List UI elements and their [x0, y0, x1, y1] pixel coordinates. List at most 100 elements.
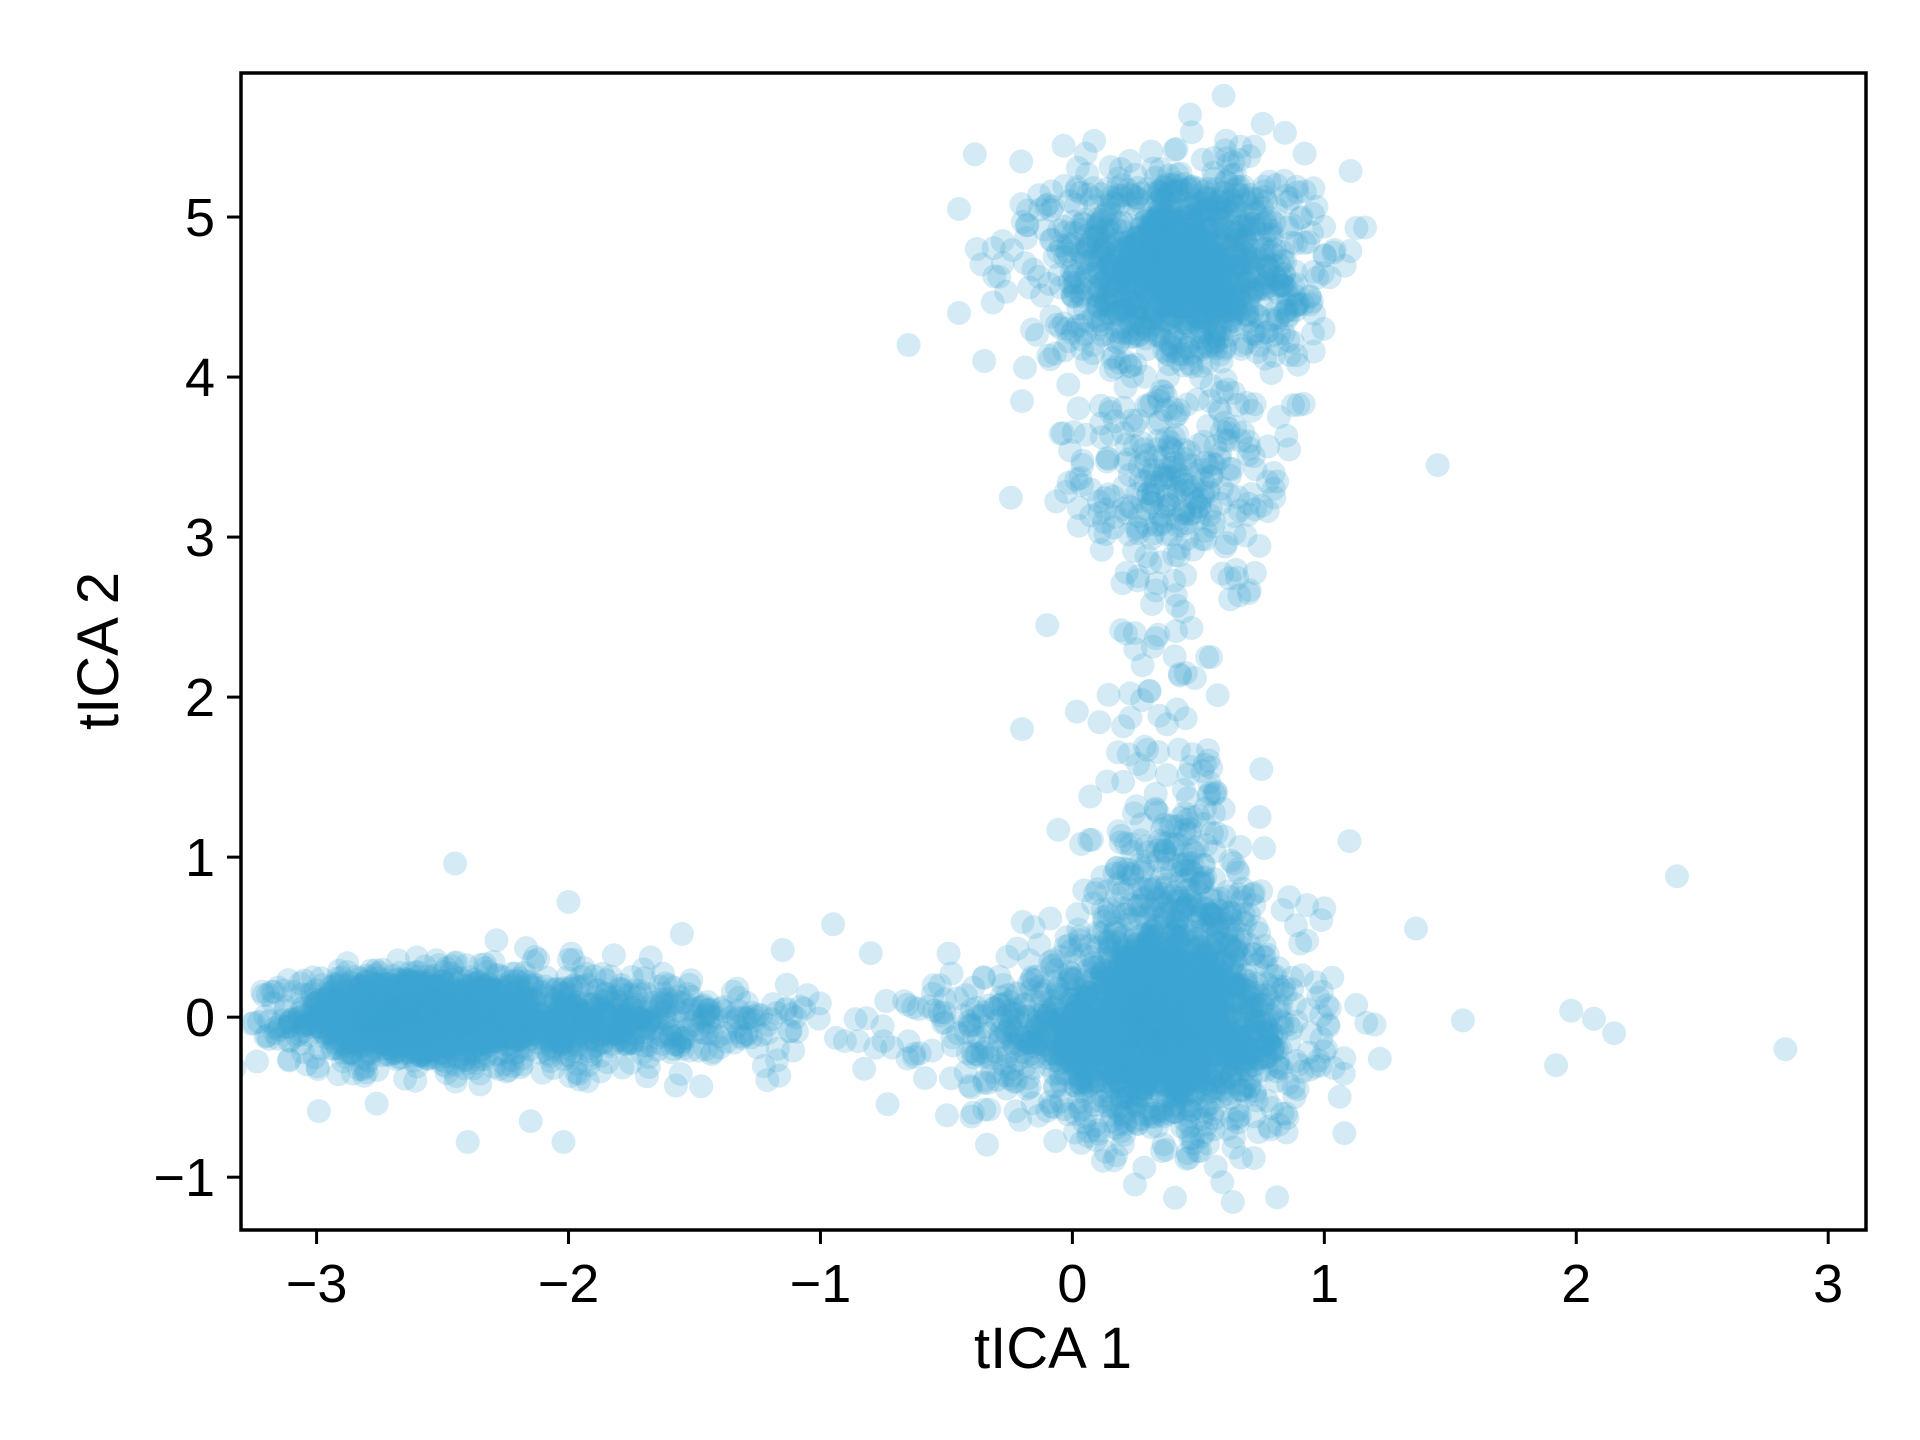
scatter-point [372, 1032, 397, 1057]
scatter-point [478, 1003, 503, 1028]
scatter-point [342, 1008, 367, 1033]
scatter-point [388, 1012, 413, 1037]
scatter-point [351, 1046, 376, 1071]
scatter-point [453, 977, 478, 1002]
scatter-point [404, 1004, 429, 1029]
scatter-point [351, 1057, 375, 1082]
scatter-point [443, 1069, 468, 1094]
scatter-point [353, 1012, 378, 1037]
scatter-point [377, 1008, 402, 1033]
scatter-point [331, 1049, 356, 1074]
scatter-point [428, 982, 453, 1006]
scatter-point [380, 1004, 405, 1029]
scatter-point [307, 1000, 332, 1025]
scatter-point [409, 973, 434, 998]
scatter-point [387, 1014, 412, 1039]
scatter-point [371, 989, 396, 1014]
scatter-point [975, 1132, 999, 1157]
scatter-point [402, 992, 427, 1017]
scatter-point [473, 1013, 497, 1038]
scatter-point [1067, 1097, 1092, 1122]
scatter-point [385, 1029, 410, 1054]
scatter-point [313, 1021, 338, 1046]
scatter-point [395, 970, 419, 995]
scatter-point [1292, 141, 1317, 166]
scatter-point [1067, 924, 1092, 949]
scatter-point [278, 1008, 303, 1033]
scatter-point [470, 996, 495, 1021]
scatter-point [398, 1040, 423, 1064]
scatter-point [335, 1041, 360, 1066]
scatter-point [1205, 1014, 1230, 1039]
scatter-point [394, 1028, 419, 1053]
scatter-point [438, 1031, 463, 1056]
scatter-point [427, 1018, 452, 1043]
scatter-point [440, 995, 465, 1020]
scatter-point [448, 982, 473, 1007]
scatter-point [1037, 1009, 1061, 1034]
scatter-point [355, 1032, 380, 1057]
scatter-point [280, 1007, 305, 1032]
scatter-point [551, 1008, 576, 1033]
scatter-point [353, 1016, 378, 1040]
scatter-point [468, 1072, 493, 1097]
scatter-point [442, 1016, 467, 1041]
scatter-points [241, 83, 1798, 1214]
scatter-point [328, 1001, 353, 1026]
scatter-point [355, 989, 380, 1014]
scatter-point [459, 1029, 484, 1054]
scatter-point [906, 997, 931, 1021]
scatter-point [1017, 1030, 1042, 1055]
scatter-point [310, 998, 335, 1023]
scatter-point [436, 1035, 461, 1060]
scatter-point [325, 1002, 350, 1027]
scatter-point [408, 983, 433, 1008]
scatter-point [338, 1001, 363, 1026]
scatter-point [1013, 355, 1037, 380]
scatter-point [433, 1005, 458, 1030]
scatter-point [412, 1041, 437, 1066]
scatter-point [384, 988, 409, 1013]
scatter-point [416, 995, 441, 1020]
scatter-point [376, 991, 401, 1016]
scatter-point [465, 976, 490, 1001]
scatter-point [462, 995, 487, 1020]
scatter-point [382, 1040, 406, 1065]
scatter-point [274, 994, 298, 1019]
scatter-point [337, 1017, 362, 1042]
scatter-point [354, 984, 379, 1009]
scatter-point [419, 1011, 444, 1036]
scatter-point [1056, 372, 1081, 397]
scatter-point [441, 1013, 466, 1038]
scatter-point [290, 1019, 315, 1044]
scatter-point [439, 982, 464, 1007]
scatter-point [413, 1023, 438, 1048]
scatter-point [374, 1028, 399, 1053]
scatter-point [399, 1015, 423, 1040]
scatter-point [396, 1010, 421, 1035]
scatter-point [266, 1026, 291, 1051]
scatter-point [331, 999, 355, 1024]
scatter-point [296, 1011, 321, 1036]
scatter-point [1040, 954, 1065, 979]
scatter-point [487, 1014, 512, 1039]
scatter-point [348, 982, 372, 1007]
scatter-point [322, 971, 347, 996]
scatter-point [345, 1013, 370, 1038]
scatter-point [623, 1005, 648, 1030]
scatter-point [337, 991, 362, 1016]
scatter-point [354, 1024, 379, 1049]
scatter-point [397, 970, 422, 995]
scatter-point [311, 997, 336, 1021]
scatter-point [439, 980, 464, 1005]
scatter-point [389, 1029, 414, 1054]
scatter-point [1327, 1084, 1352, 1109]
scatter-point [359, 1041, 384, 1066]
scatter-point [525, 1009, 550, 1034]
scatter-point [398, 993, 423, 1018]
scatter-point [432, 1001, 457, 1026]
scatter-point [363, 1009, 388, 1033]
scatter-point [389, 991, 414, 1016]
scatter-point [345, 1027, 370, 1052]
scatter-point [397, 967, 422, 992]
